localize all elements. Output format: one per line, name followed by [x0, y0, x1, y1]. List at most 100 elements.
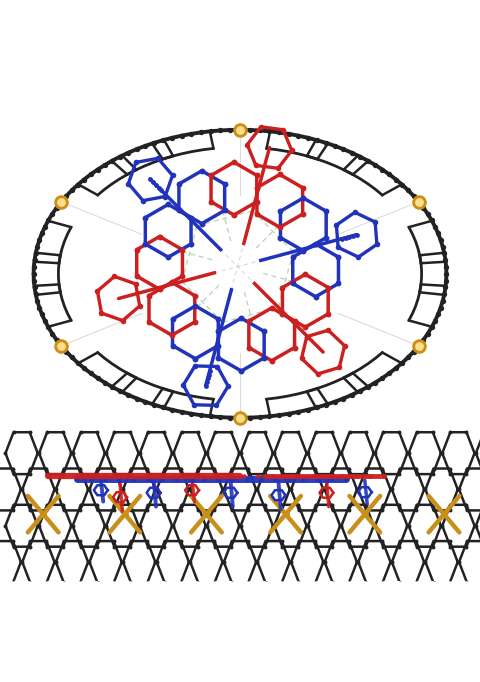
Point [446, 535, 454, 546]
Point [194, 463, 202, 474]
Point [101, 377, 108, 388]
Point [185, 557, 193, 567]
Point [410, 346, 418, 357]
Point [301, 322, 309, 333]
Point [10, 542, 17, 552]
Point [127, 469, 134, 479]
Point [463, 535, 471, 546]
Point [279, 124, 287, 135]
Point [87, 368, 95, 379]
Point [463, 505, 471, 516]
Point [156, 231, 163, 242]
Point [127, 578, 135, 589]
Point [268, 355, 276, 366]
Point [282, 509, 289, 520]
Point [244, 535, 252, 546]
Point [52, 484, 60, 495]
Point [362, 463, 370, 474]
Point [362, 505, 370, 516]
Point [110, 499, 118, 510]
Point [17, 557, 25, 567]
Point [119, 315, 127, 326]
Point [304, 520, 312, 531]
Point [379, 463, 386, 474]
Point [278, 427, 286, 438]
Point [80, 174, 88, 185]
Point [415, 340, 422, 351]
Point [211, 542, 219, 552]
Point [442, 282, 449, 293]
Point [197, 127, 205, 138]
Point [168, 340, 176, 351]
Point [323, 206, 330, 217]
Point [379, 164, 386, 175]
Point [30, 261, 37, 272]
Point [278, 463, 286, 474]
Point [256, 412, 264, 423]
Point [270, 447, 278, 458]
Point [168, 447, 176, 458]
Point [342, 232, 349, 243]
Point [215, 314, 222, 325]
Point [431, 316, 439, 327]
Point [295, 535, 303, 546]
Point [48, 209, 56, 220]
Point [136, 447, 144, 458]
Point [338, 233, 346, 244]
Point [228, 463, 236, 474]
Point [437, 302, 444, 313]
Point [135, 447, 143, 458]
Point [295, 542, 302, 552]
Point [215, 473, 222, 484]
Point [379, 535, 386, 546]
Point [337, 520, 345, 531]
Point [342, 473, 349, 484]
Point [276, 169, 284, 180]
Point [236, 124, 244, 135]
Point [346, 499, 353, 510]
Point [168, 170, 176, 181]
Point [76, 578, 84, 589]
Point [396, 505, 404, 516]
Point [379, 427, 387, 438]
Point [437, 235, 444, 246]
Point [276, 206, 284, 217]
Point [334, 242, 342, 253]
Point [110, 469, 118, 479]
Point [200, 473, 208, 484]
Point [328, 499, 336, 510]
Point [172, 473, 180, 484]
Point [142, 239, 149, 250]
Point [74, 357, 82, 368]
Point [168, 132, 176, 143]
Point [60, 469, 67, 479]
Point [253, 170, 261, 181]
Point [69, 520, 76, 531]
Point [329, 535, 336, 546]
Point [236, 124, 244, 135]
Point [108, 155, 116, 166]
Point [170, 470, 178, 481]
Point [356, 385, 363, 396]
Point [144, 499, 152, 510]
Point [38, 309, 46, 320]
Point [463, 542, 470, 552]
Point [207, 125, 215, 136]
Point [438, 520, 446, 531]
Point [160, 427, 168, 438]
Point [127, 427, 134, 438]
Point [221, 205, 228, 216]
Point [194, 535, 202, 546]
Point [26, 427, 34, 438]
Point [9, 463, 17, 474]
Point [62, 346, 70, 357]
Point [102, 447, 110, 458]
Point [415, 196, 422, 207]
Point [294, 130, 302, 141]
Point [443, 268, 450, 279]
Point [346, 427, 353, 438]
Point [58, 196, 65, 207]
Point [353, 557, 361, 567]
Point [220, 557, 228, 567]
Point [110, 578, 118, 589]
